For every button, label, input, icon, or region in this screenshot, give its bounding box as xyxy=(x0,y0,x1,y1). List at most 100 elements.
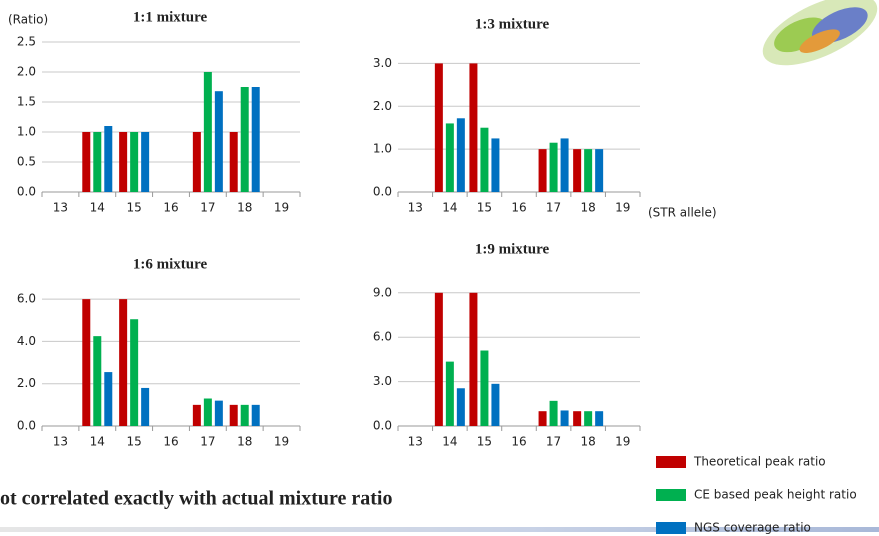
legend-swatch xyxy=(656,522,686,534)
bar xyxy=(539,149,547,192)
legend-label: NGS coverage ratio xyxy=(694,521,811,535)
x-tick-label: 15 xyxy=(127,201,142,215)
x-tick-label: 16 xyxy=(511,435,526,449)
y-tick-label: 0.5 xyxy=(17,155,36,169)
bar xyxy=(595,149,603,192)
y-tick-label: 6.0 xyxy=(17,292,36,306)
logo xyxy=(753,0,879,80)
x-tick-label: 15 xyxy=(477,201,492,215)
bar xyxy=(584,411,592,426)
x-tick-label: 17 xyxy=(200,201,215,215)
y-tick-label: 0.0 xyxy=(17,185,36,199)
y-tick-label: 1.0 xyxy=(17,125,36,139)
x-unit: (STR allele) xyxy=(648,206,717,220)
bar xyxy=(119,299,127,426)
legend-swatch xyxy=(656,489,686,501)
x-tick-label: 15 xyxy=(127,435,142,449)
bar xyxy=(193,405,201,426)
x-tick-label: 18 xyxy=(237,435,252,449)
y-tick-label: 0.0 xyxy=(373,185,392,199)
x-tick-label: 19 xyxy=(274,435,289,449)
x-tick-label: 17 xyxy=(546,201,561,215)
x-tick-label: 19 xyxy=(274,201,289,215)
bar xyxy=(457,388,465,426)
bar xyxy=(130,132,138,192)
x-tick-label: 14 xyxy=(442,201,457,215)
bar xyxy=(457,118,465,192)
y-tick-label: 1.5 xyxy=(17,95,36,109)
y-tick-label: 2.0 xyxy=(17,376,36,390)
bar xyxy=(469,63,477,192)
chart-title: 1:6 mixture xyxy=(133,256,208,272)
bar xyxy=(215,91,223,192)
y-tick-label: 2.5 xyxy=(17,35,36,49)
x-tick-label: 17 xyxy=(200,435,215,449)
y-tick-label: 1.0 xyxy=(373,142,392,156)
chart-title: 1:3 mixture xyxy=(475,16,550,32)
bar xyxy=(446,362,454,426)
bar xyxy=(480,128,488,192)
x-tick-label: 17 xyxy=(546,435,561,449)
legend-label: CE based peak height ratio xyxy=(694,488,857,502)
y-tick-label: 9.0 xyxy=(373,285,392,299)
y-unit: (Ratio) xyxy=(8,13,48,27)
chart-title: 1:9 mixture xyxy=(475,241,550,257)
bar xyxy=(230,405,238,426)
x-tick-label: 19 xyxy=(615,435,630,449)
x-tick-label: 18 xyxy=(581,435,596,449)
bar xyxy=(491,384,499,426)
x-tick-label: 16 xyxy=(163,201,178,215)
x-tick-label: 18 xyxy=(581,201,596,215)
bar xyxy=(550,401,558,426)
legend-label: Theoretical peak ratio xyxy=(693,455,826,469)
bar xyxy=(480,351,488,426)
bar xyxy=(561,410,569,426)
bar xyxy=(119,132,127,192)
x-tick-label: 16 xyxy=(163,435,178,449)
bar xyxy=(93,132,101,192)
bar xyxy=(435,293,443,426)
x-tick-label: 13 xyxy=(53,435,68,449)
bar xyxy=(491,138,499,192)
bar xyxy=(130,319,138,426)
bar xyxy=(93,336,101,426)
bar xyxy=(215,401,223,426)
bar xyxy=(230,132,238,192)
x-tick-label: 16 xyxy=(511,201,526,215)
x-tick-label: 19 xyxy=(615,201,630,215)
y-tick-label: 3.0 xyxy=(373,56,392,70)
bar xyxy=(573,411,581,426)
bar xyxy=(141,388,149,426)
bar xyxy=(252,87,260,192)
x-tick-label: 13 xyxy=(408,201,423,215)
bar xyxy=(141,132,149,192)
x-tick-label: 15 xyxy=(477,435,492,449)
bar xyxy=(241,405,249,426)
y-tick-label: 4.0 xyxy=(17,334,36,348)
bar xyxy=(539,411,547,426)
bar xyxy=(252,405,260,426)
bar xyxy=(204,399,212,426)
slide: (Ratio) (STR allele) ot correlated exact… xyxy=(0,0,879,536)
bar xyxy=(193,132,201,192)
x-tick-label: 13 xyxy=(53,201,68,215)
legend-swatch xyxy=(656,456,686,468)
y-tick-label: 3.0 xyxy=(373,374,392,388)
y-tick-label: 2.0 xyxy=(373,99,392,113)
x-tick-label: 14 xyxy=(90,201,105,215)
x-tick-label: 18 xyxy=(237,201,252,215)
bar xyxy=(584,149,592,192)
footer-text: ot correlated exactly with actual mixtur… xyxy=(0,488,392,510)
y-tick-label: 0.0 xyxy=(373,419,392,433)
bar xyxy=(561,138,569,192)
y-tick-label: 6.0 xyxy=(373,330,392,344)
bar xyxy=(104,126,112,192)
bar xyxy=(435,63,443,192)
x-tick-label: 14 xyxy=(442,435,457,449)
y-tick-label: 0.0 xyxy=(17,419,36,433)
y-tick-label: 2.0 xyxy=(17,65,36,79)
x-tick-label: 13 xyxy=(408,435,423,449)
bar xyxy=(550,143,558,192)
bar xyxy=(204,72,212,192)
bar xyxy=(573,149,581,192)
